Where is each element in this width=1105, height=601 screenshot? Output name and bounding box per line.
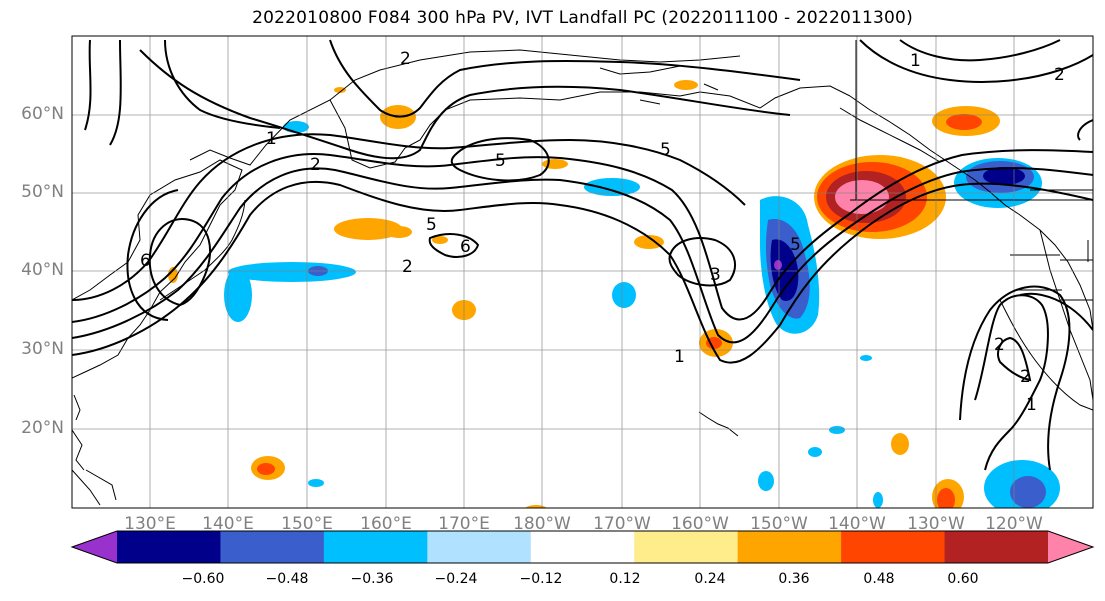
colorbar-segment [530, 531, 635, 563]
colorbar-tick-label: −0.24 [434, 571, 478, 587]
colorbar-segment [944, 531, 1049, 563]
colorbar-tick-label: −0.60 [181, 571, 225, 587]
pv-contour-label: 2 [402, 257, 413, 277]
pv-contour-label: 6 [140, 251, 151, 271]
lon-label: 160°E [360, 514, 412, 534]
colorbar-segment [427, 531, 532, 563]
pv-contour-label: 2 [310, 155, 321, 175]
colorbar-segment [117, 531, 221, 563]
pv-contour-label: 5 [660, 140, 671, 160]
lon-label: 150°E [281, 514, 333, 534]
pv-contour-label: 2 [1054, 65, 1065, 85]
pv-contour-label: 1 [910, 51, 921, 71]
pv-contour-label: 1 [1026, 395, 1037, 415]
pv-contour-labels: 2 1 2 5 6 5 1 2 5 6 5 3 2 1 1 2 2 [140, 49, 1065, 415]
colorbar-tick-label: 0.60 [947, 571, 979, 587]
lon-label: 170°W [593, 514, 651, 534]
colorbar-tick-label: −0.12 [519, 571, 563, 587]
lat-label-40n: 40°N [21, 260, 64, 280]
lat-label-30n: 30°N [21, 339, 64, 359]
map-frame [71, 35, 1094, 509]
pv-contour-label: 2 [400, 49, 411, 69]
colorbar-segment [220, 531, 325, 563]
colorbar-tick-label: 0.48 [863, 571, 895, 587]
lon-label: 130°E [124, 514, 176, 534]
lat-label-60n: 60°N [21, 104, 64, 124]
colorbar-tick-label: 0.36 [778, 571, 810, 587]
pv-contour-label: 5 [495, 151, 506, 171]
lon-label: 170°E [438, 514, 490, 534]
lat-label-20n: 20°N [21, 418, 64, 438]
pv-contour-label: 2 [994, 335, 1005, 355]
colorbar-tick-label: 0.12 [609, 571, 641, 587]
gridlines [72, 36, 1093, 508]
figure-title: 2022010800 F084 300 hPa PV, IVT Landfall… [252, 8, 913, 28]
lat-label-50n: 50°N [21, 182, 64, 202]
colorbar-extend-max [1048, 531, 1093, 563]
pv-contours [72, 39, 1093, 471]
colorbar-tick-label: 0.24 [694, 571, 726, 587]
lon-label: 120°W [985, 514, 1043, 534]
pv-contour-label: 5 [426, 215, 437, 235]
pv-contour-label: 1 [266, 129, 277, 149]
colorbar-segment [737, 531, 842, 563]
colorbar-tick-label: −0.48 [265, 571, 309, 587]
colorbar-outline [70, 530, 1095, 564]
lon-label: 160°W [671, 514, 729, 534]
pv-contour-label: 3 [710, 265, 721, 285]
lon-label: 150°W [750, 514, 808, 534]
colorbar-segment [634, 531, 739, 563]
pv-contour-label: 5 [790, 235, 801, 255]
lon-label: 130°W [907, 514, 965, 534]
map-background [72, 36, 1093, 508]
coastlines [72, 40, 1093, 506]
lon-label: 140°W [828, 514, 886, 534]
pv-contour-label: 6 [460, 237, 471, 257]
colorbar-tick-label: −0.36 [350, 571, 394, 587]
colorbar [70, 530, 1095, 564]
lon-label: 180°W [513, 514, 571, 534]
colorbar-segment [323, 531, 428, 563]
pv-contour-label: 2 [1020, 367, 1031, 387]
colorbar-extend-min [72, 531, 117, 563]
lon-label: 140°E [202, 514, 254, 534]
pv-contour-label: 1 [674, 347, 685, 367]
colorbar-segment [841, 531, 946, 563]
